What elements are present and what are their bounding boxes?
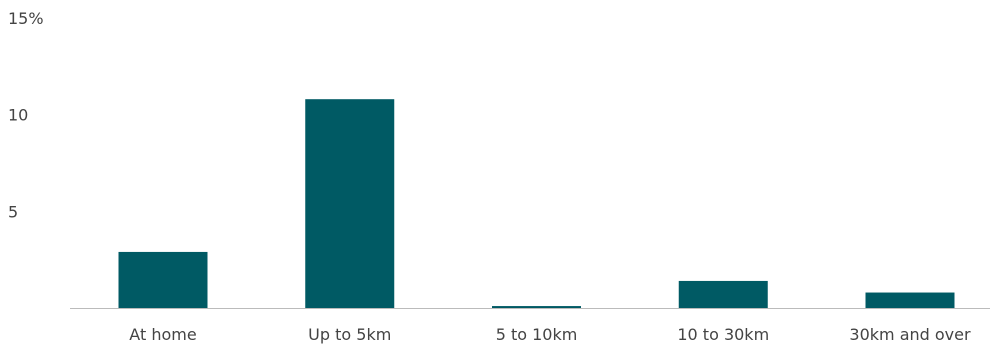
- bar: [865, 292, 955, 308]
- y-tick-label: 10: [8, 106, 28, 125]
- x-category-label: 30km and over: [849, 325, 971, 344]
- x-category-label: 5 to 10km: [496, 325, 578, 344]
- y-axis-ticks: 5 10 15%: [8, 9, 44, 221]
- x-category-label: At home: [129, 325, 196, 344]
- bar: [305, 99, 395, 308]
- bar: [118, 251, 208, 308]
- y-tick-label: 15%: [8, 9, 44, 28]
- bar: [492, 306, 581, 308]
- y-tick-label: 5: [8, 202, 18, 221]
- x-category-label: 10 to 30km: [677, 325, 769, 344]
- x-axis-labels: At home Up to 5km 5 to 10km 10 to 30km 30km …: [129, 325, 971, 344]
- bar: [678, 280, 768, 308]
- x-category-label: Up to 5km: [308, 325, 391, 344]
- bars: [118, 99, 955, 308]
